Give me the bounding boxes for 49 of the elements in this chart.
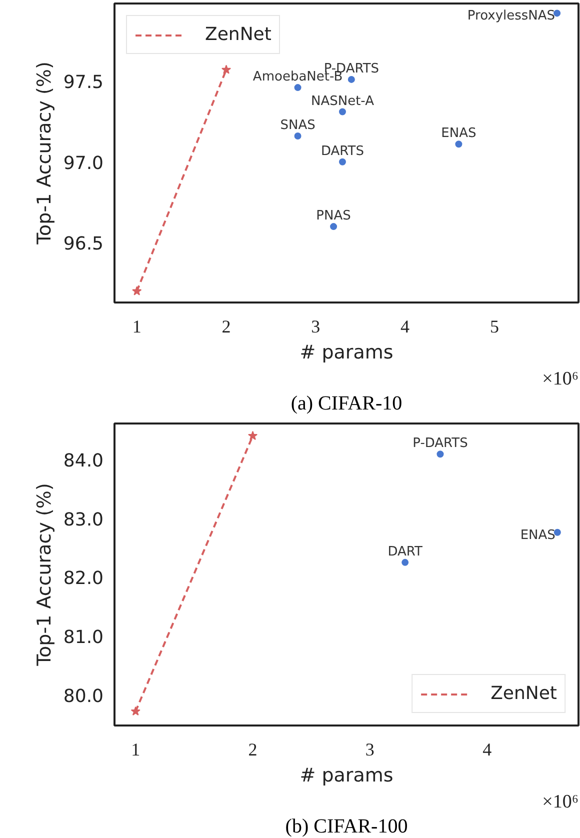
text: ×10⁶	[542, 792, 579, 812]
annotation: P-DARTS	[412, 436, 468, 452]
legend-label: ZenNet	[205, 24, 272, 45]
point	[221, 64, 232, 74]
y-tick-label: 84.0	[63, 450, 104, 472]
annotation: ProxylessNAS	[467, 8, 556, 24]
y-tick-label: 97.5	[63, 72, 104, 94]
x-tick-label: 1	[132, 316, 142, 336]
y-tick-label: 82.0	[63, 568, 104, 590]
x-tick-label: 4	[400, 316, 410, 336]
legend-label: ZenNet	[490, 683, 557, 704]
y-axis-title: Top-1 Accuracy (%)	[33, 62, 56, 246]
point	[455, 140, 462, 148]
annotation: ENAS	[441, 126, 476, 142]
x-axis-title: # params	[300, 764, 394, 786]
point	[338, 158, 346, 166]
x-tick-label: 1	[131, 740, 140, 760]
point	[348, 76, 355, 83]
y-tick-label: 97.0	[63, 152, 104, 174]
y-tick-label: 81.0	[63, 627, 104, 648]
point	[132, 286, 142, 296]
point	[294, 132, 302, 140]
point	[248, 430, 258, 440]
point	[436, 450, 444, 458]
point	[402, 558, 409, 566]
x-axis-title: # params	[300, 342, 394, 364]
x-tick-label: 3	[365, 740, 374, 760]
text: (b) CIFAR-100	[285, 816, 408, 838]
point	[294, 84, 302, 92]
y-tick-label: 80.0	[63, 686, 104, 707]
annotation: SNAS	[280, 118, 316, 134]
x-tick-label: 4	[482, 740, 492, 760]
y-tick-label: 96.5	[63, 234, 104, 255]
point	[130, 706, 140, 716]
annotation: DARTS	[321, 144, 364, 159]
text: (a) CIFAR-10	[290, 392, 402, 414]
x-tick-label: 3	[311, 316, 320, 336]
annotation: PNAS	[316, 208, 351, 224]
y-axis-title: Top-1 Accuracy (%)	[33, 483, 56, 667]
x-tick-label: 2	[222, 316, 231, 336]
y-tick-label: 83.0	[63, 509, 104, 530]
x-tick-label: 2	[248, 740, 258, 760]
point	[330, 223, 338, 230]
annotation: NASNet-A	[310, 94, 374, 109]
annotation: DART	[388, 544, 422, 560]
point	[338, 108, 346, 116]
text: ×10⁶	[542, 368, 579, 390]
annotation: ENAS	[520, 528, 556, 543]
x-tick-label: 5	[490, 316, 499, 336]
